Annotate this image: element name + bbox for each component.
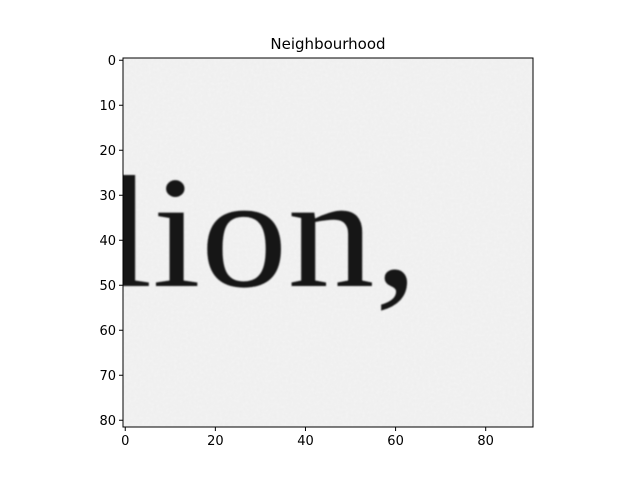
text-line-1: lion, (104, 143, 418, 321)
x-tick-label: 60 (387, 434, 404, 449)
chart-title: Neighbourhood (270, 35, 385, 53)
paper-background (123, 58, 533, 427)
x-tick-label: 40 (297, 434, 314, 449)
y-tick-label: 50 (99, 279, 116, 294)
y-axis: 0 10 20 30 40 50 60 70 80 (99, 54, 123, 429)
y-tick-label: 20 (99, 144, 116, 159)
axes-frame (122, 57, 534, 428)
x-tick-label: 80 (477, 434, 494, 449)
y-tick-label: 10 (99, 99, 116, 114)
x-tick-label: 20 (207, 434, 224, 449)
scanned-text: lion, ator (98, 143, 418, 480)
text-line-2: ator (98, 381, 400, 480)
y-tick-label: 80 (99, 414, 116, 429)
y-tick-label: 60 (99, 324, 116, 339)
x-axis: 0 20 40 60 80 (121, 427, 494, 449)
y-tick-label: 70 (99, 369, 116, 384)
x-tick-label: 0 (121, 434, 129, 449)
y-tick-label: 30 (99, 189, 116, 204)
image-area: lion, ator (98, 58, 533, 480)
y-tick-label: 40 (99, 234, 116, 249)
y-tick-label: 0 (108, 54, 116, 69)
